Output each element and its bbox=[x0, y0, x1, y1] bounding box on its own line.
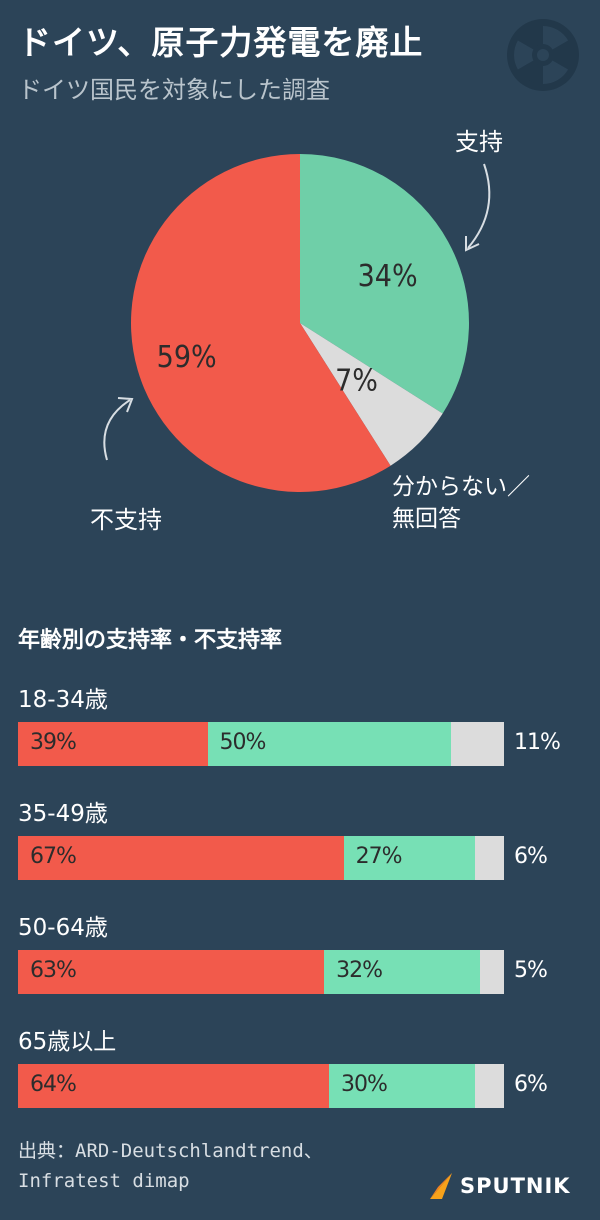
age-group-label: 65歳以上 bbox=[18, 1029, 117, 1055]
bar-segment-value: 63% bbox=[30, 958, 77, 983]
bar-segment-value: 27% bbox=[355, 844, 403, 869]
bar-segment-red: 64% bbox=[18, 1064, 330, 1108]
age-group-label: 18-34歳 bbox=[18, 687, 108, 713]
age-group-label: 50-64歳 bbox=[18, 915, 108, 941]
bar-segment-green: 30% bbox=[329, 1064, 475, 1108]
pie-label-oppose: 不支持 bbox=[90, 506, 162, 534]
age-group-label: 35-49歳 bbox=[18, 801, 108, 827]
source-line-1: 出典：ARD-Deutschlandtrend、 bbox=[18, 1140, 323, 1162]
pie-label-support: 支持 bbox=[455, 128, 503, 156]
stacked-bar: 63% 32% bbox=[18, 950, 504, 994]
pie-slice-oppose-value: 59% bbox=[157, 340, 217, 375]
pie-slice-unknown-value: 7% bbox=[335, 364, 378, 399]
source-line-2: Infratest dimap bbox=[18, 1170, 190, 1192]
bar-unknown-value: 6% bbox=[514, 844, 548, 869]
bar-segment-green: 32% bbox=[324, 950, 480, 994]
bar-segment-green: 50% bbox=[207, 722, 451, 766]
stacked-bar: 67% 27% bbox=[18, 836, 504, 880]
radiation-icon bbox=[507, 19, 579, 91]
bar-segment-value: 50% bbox=[219, 730, 267, 755]
pie-label-unknown-line1: 分からない／ bbox=[392, 474, 530, 500]
pie-slice-unknown bbox=[300, 323, 443, 466]
bar-unknown-value: 11% bbox=[514, 730, 561, 755]
bar-segment-red: 39% bbox=[18, 722, 208, 766]
bar-segment-grey bbox=[450, 722, 504, 766]
pie-label-unknown-line2: 無回答 bbox=[392, 506, 461, 532]
support-arrow-icon bbox=[467, 163, 491, 249]
page-title: ドイツ、原子力発電を廃止 bbox=[18, 23, 424, 62]
stacked-bar: 64% 30% bbox=[18, 1064, 504, 1108]
brand-logo: SPUTNIK bbox=[428, 1168, 588, 1204]
sputnik-logo-icon bbox=[430, 1173, 452, 1199]
bar-segment-grey bbox=[474, 1064, 504, 1108]
bar-unknown-value: 6% bbox=[514, 1072, 548, 1097]
source-credit: 出典：ARD-Deutschlandtrend、 Infratest dimap bbox=[18, 1136, 323, 1196]
page-subtitle: ドイツ国民を対象にした調査 bbox=[18, 76, 330, 104]
oppose-arrow-icon bbox=[103, 399, 131, 461]
bar-segment-grey bbox=[474, 836, 504, 880]
pie-slice-support-value: 34% bbox=[358, 259, 418, 294]
bar-segment-grey bbox=[479, 950, 504, 994]
support-arrowhead-icon bbox=[465, 236, 480, 252]
bar-segment-red: 67% bbox=[18, 836, 344, 880]
brand-name: SPUTNIK bbox=[460, 1174, 571, 1198]
bar-segment-value: 30% bbox=[341, 1072, 388, 1097]
bar-segment-value: 32% bbox=[336, 958, 383, 983]
bar-section-title: 年齢別の支持率・不支持率 bbox=[18, 628, 283, 653]
pie-slice-support bbox=[300, 154, 469, 414]
bar-unknown-value: 5% bbox=[514, 958, 548, 983]
stacked-bar: 39% 50% bbox=[18, 722, 504, 766]
bar-segment-red: 63% bbox=[18, 950, 325, 994]
bar-segment-value: 64% bbox=[30, 1072, 77, 1097]
bar-segment-value: 39% bbox=[30, 730, 77, 755]
pie-chart: 34% 7% 59% 支持 不支持 分からない／ 無回答 bbox=[90, 128, 530, 534]
oppose-arrowhead-icon bbox=[117, 397, 134, 413]
bar-segment-value: 67% bbox=[30, 844, 77, 869]
pie-slice-oppose bbox=[130, 154, 391, 492]
bar-segment-green: 27% bbox=[343, 836, 475, 880]
